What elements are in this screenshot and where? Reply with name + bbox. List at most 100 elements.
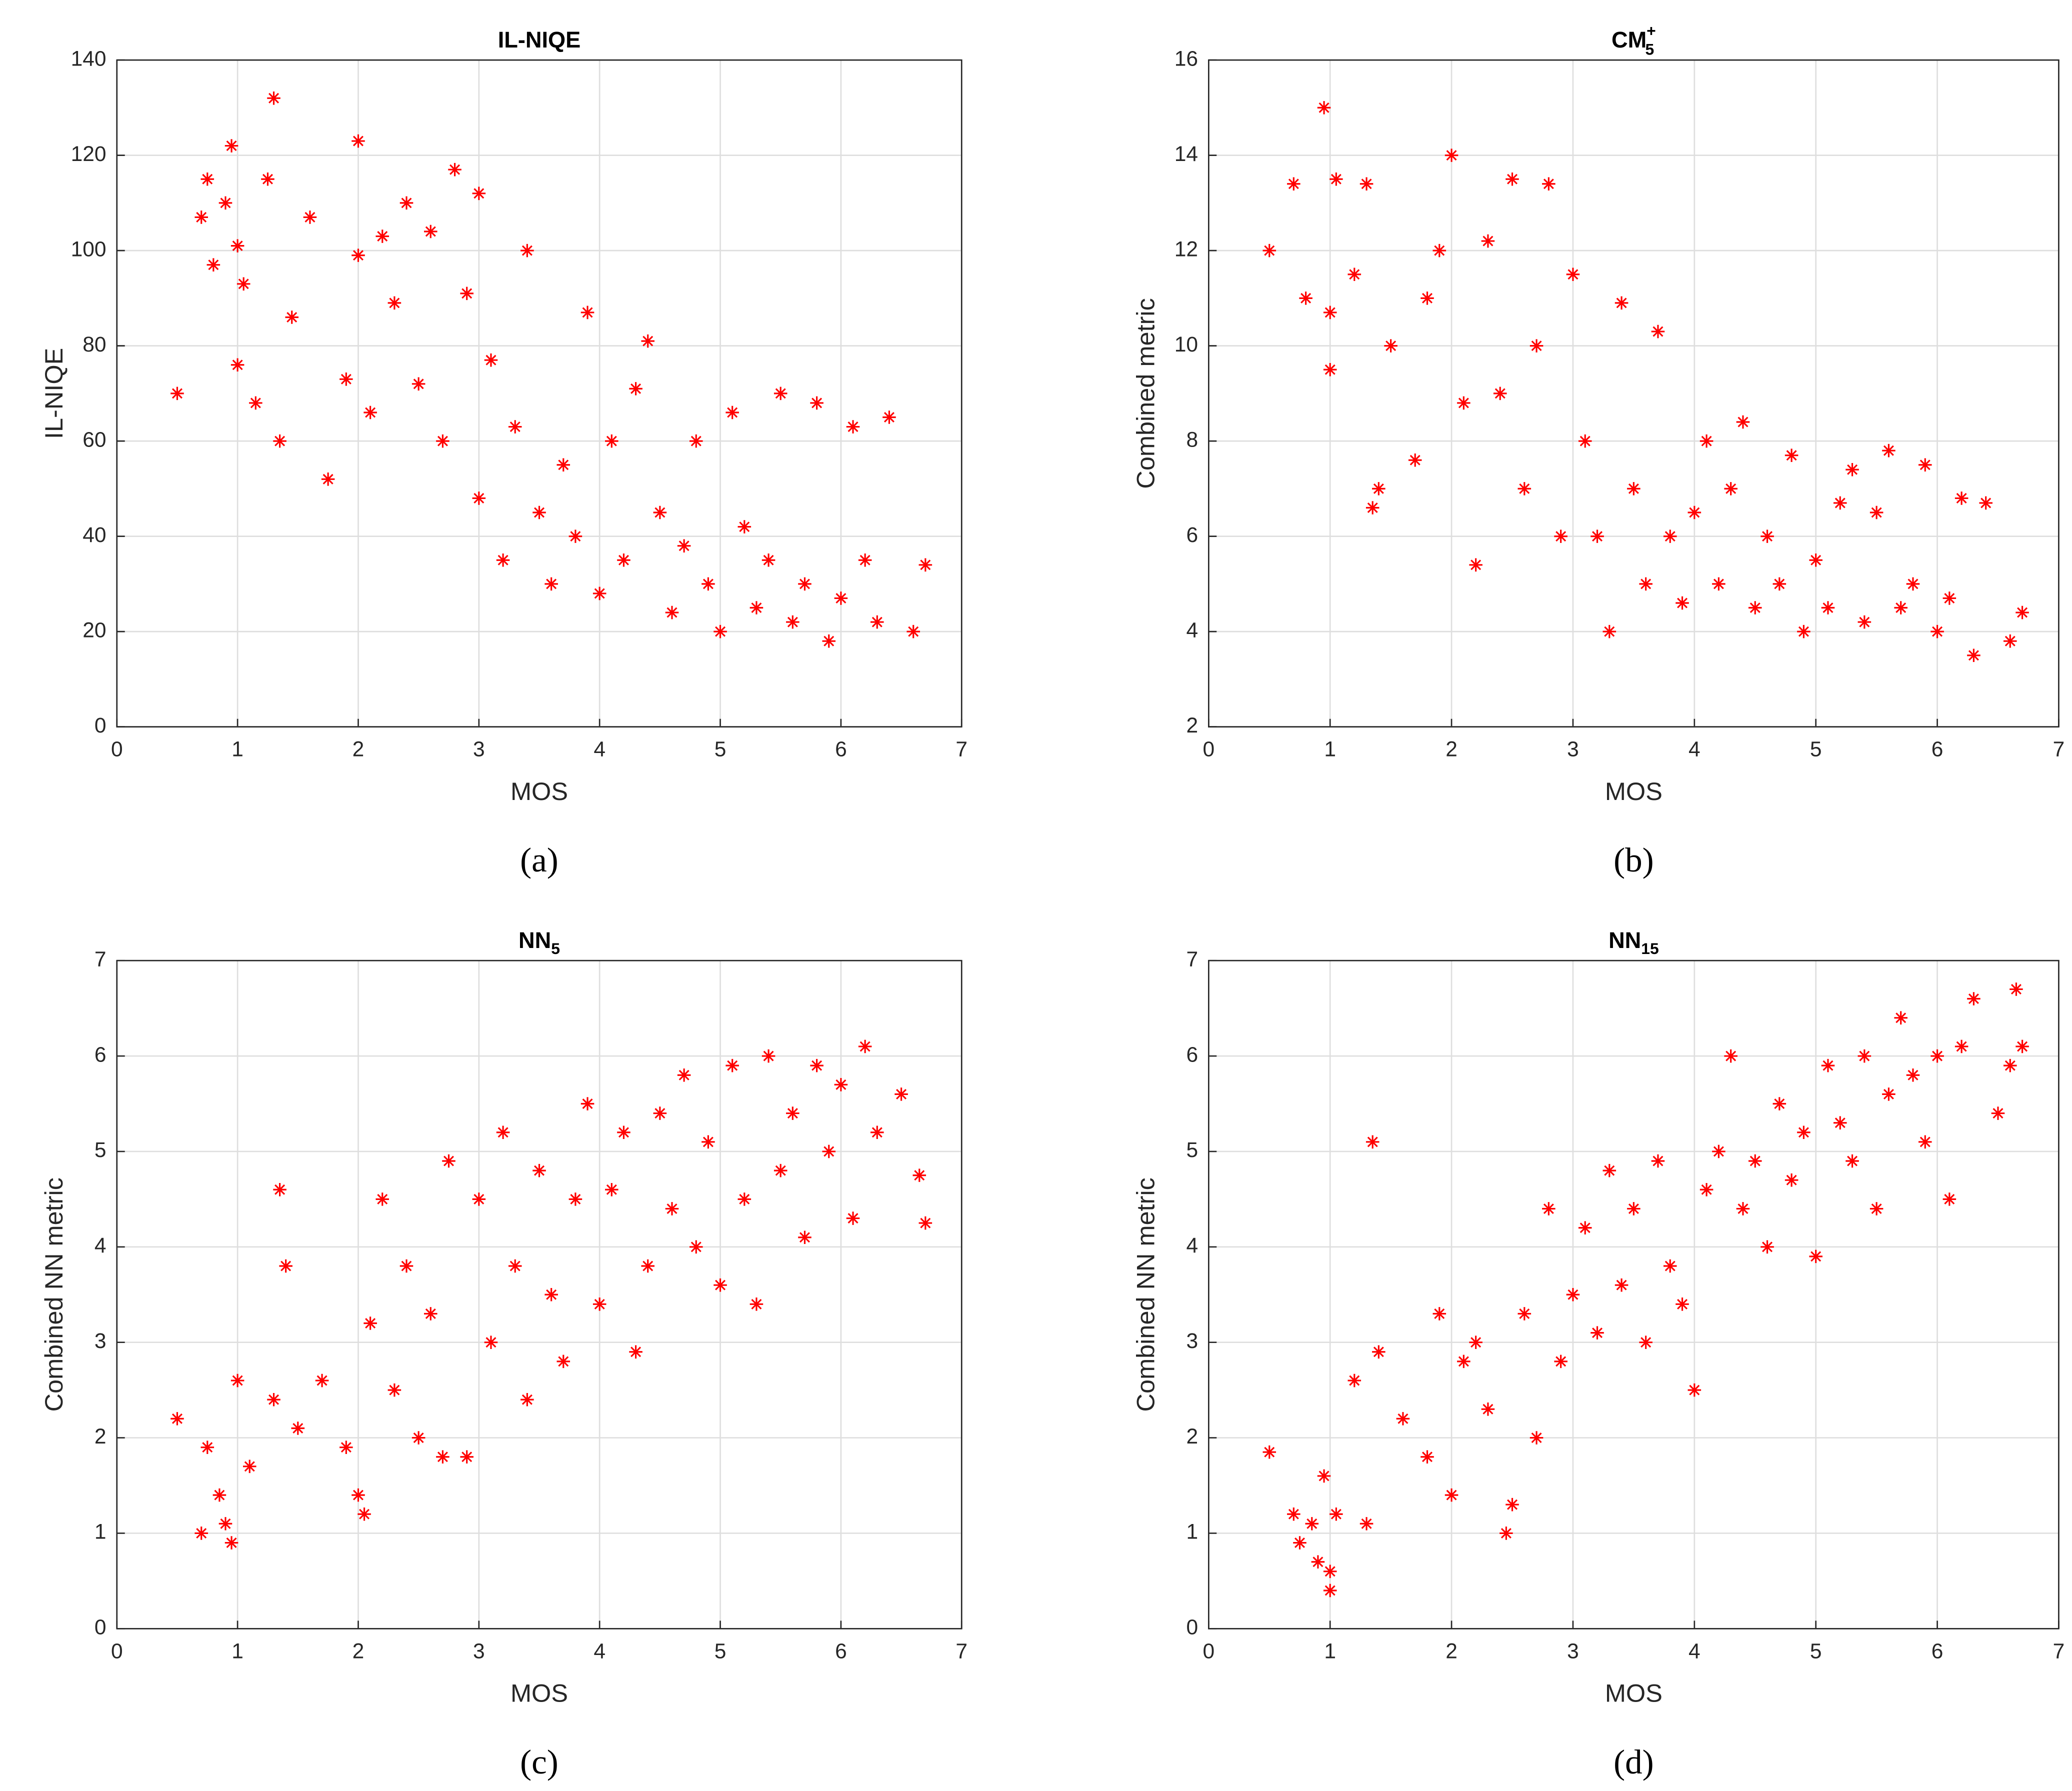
point: [358, 1507, 371, 1521]
point: [242, 1460, 256, 1474]
point: [376, 1192, 390, 1206]
point: [1506, 1498, 1519, 1512]
point: [424, 224, 438, 238]
point: [1651, 1154, 1665, 1168]
point: [1882, 444, 1896, 458]
point: [1481, 234, 1495, 248]
caption: (a): [520, 840, 558, 879]
point: [1330, 1507, 1343, 1521]
x-tick-label: 1: [1324, 738, 1336, 762]
y-axis-label: Combined NN metric: [1131, 1178, 1160, 1412]
plot-frame: [1208, 960, 2060, 1630]
point: [1493, 386, 1507, 400]
point: [1530, 1431, 1544, 1444]
point: [218, 1517, 232, 1530]
point: [894, 1088, 908, 1101]
point: [1420, 1450, 1434, 1464]
point: [714, 1278, 727, 1292]
point: [1942, 592, 1956, 605]
y-tick-label: 4: [1186, 1234, 1198, 1258]
point: [1772, 1097, 1786, 1110]
point: [912, 1168, 926, 1182]
point: [870, 615, 884, 629]
point: [1858, 1049, 1872, 1063]
point: [1627, 1202, 1640, 1216]
y-tick-label: 2: [1186, 1425, 1198, 1448]
point: [1797, 624, 1810, 638]
point: [340, 372, 353, 386]
y-tick-label: 20: [82, 618, 106, 642]
point: [1676, 1298, 1689, 1311]
point: [1833, 1116, 1847, 1130]
point: [1906, 577, 1920, 591]
point: [617, 1126, 630, 1140]
y-axis-label: Combined metric: [1131, 298, 1160, 488]
x-tick-label: 2: [1446, 1640, 1458, 1663]
point: [1590, 1326, 1604, 1340]
point: [774, 1164, 788, 1178]
point: [364, 1316, 377, 1330]
point: [689, 434, 703, 448]
x-tick-label: 6: [835, 738, 847, 762]
y-tick-label: 6: [1186, 1043, 1198, 1066]
x-tick-label: 1: [232, 738, 244, 762]
y-axis-label: IL-NIQE: [40, 348, 68, 439]
point: [1846, 462, 1859, 476]
y-tick-label: 120: [71, 142, 106, 166]
point: [1784, 1173, 1798, 1187]
point: [906, 624, 920, 638]
point: [1469, 558, 1482, 572]
point: [1870, 506, 1884, 520]
point: [726, 406, 739, 420]
point: [303, 210, 317, 224]
point: [532, 506, 546, 520]
y-tick-label: 2: [94, 1425, 106, 1448]
point: [1366, 501, 1380, 514]
x-tick-label: 4: [594, 1640, 606, 1663]
x-tick-label: 7: [956, 738, 968, 762]
point: [918, 1216, 932, 1230]
point: [472, 1192, 486, 1206]
point: [1870, 1202, 1884, 1216]
point: [1384, 339, 1398, 352]
point: [1420, 292, 1434, 305]
point: [762, 553, 776, 567]
x-tick-label: 0: [111, 1640, 123, 1663]
point: [556, 458, 570, 472]
point: [1676, 596, 1689, 610]
point: [556, 1354, 570, 1368]
point: [472, 492, 486, 505]
x-tick-label: 5: [1810, 738, 1822, 762]
plot-frame: [116, 960, 962, 1630]
point: [605, 434, 618, 448]
x-tick-label: 0: [1203, 1640, 1215, 1663]
point: [170, 1412, 184, 1426]
point: [738, 1192, 752, 1206]
point: [508, 420, 522, 434]
x-tick-label: 2: [352, 1640, 364, 1663]
point: [1317, 1469, 1331, 1483]
point: [762, 1049, 776, 1063]
point: [1566, 268, 1580, 282]
point: [460, 286, 474, 300]
y-tick-label: 0: [94, 1616, 106, 1640]
point: [1942, 1192, 1956, 1206]
y-tick-label: 4: [94, 1234, 106, 1258]
title-subscript: 5: [551, 940, 560, 958]
point: [1542, 177, 1556, 191]
point: [846, 1212, 860, 1225]
point: [170, 386, 184, 400]
point: [1639, 1336, 1652, 1349]
point: [1724, 482, 1738, 496]
point: [442, 1154, 456, 1168]
x-axis-label: MOS: [1605, 777, 1662, 806]
point: [532, 1164, 546, 1178]
point: [1554, 530, 1568, 543]
point: [653, 1106, 667, 1120]
point: [376, 230, 390, 243]
point: [2016, 606, 2029, 620]
point: [870, 1126, 884, 1140]
point: [1323, 362, 1337, 376]
point: [774, 386, 788, 400]
x-axis-label: MOS: [510, 1678, 568, 1707]
